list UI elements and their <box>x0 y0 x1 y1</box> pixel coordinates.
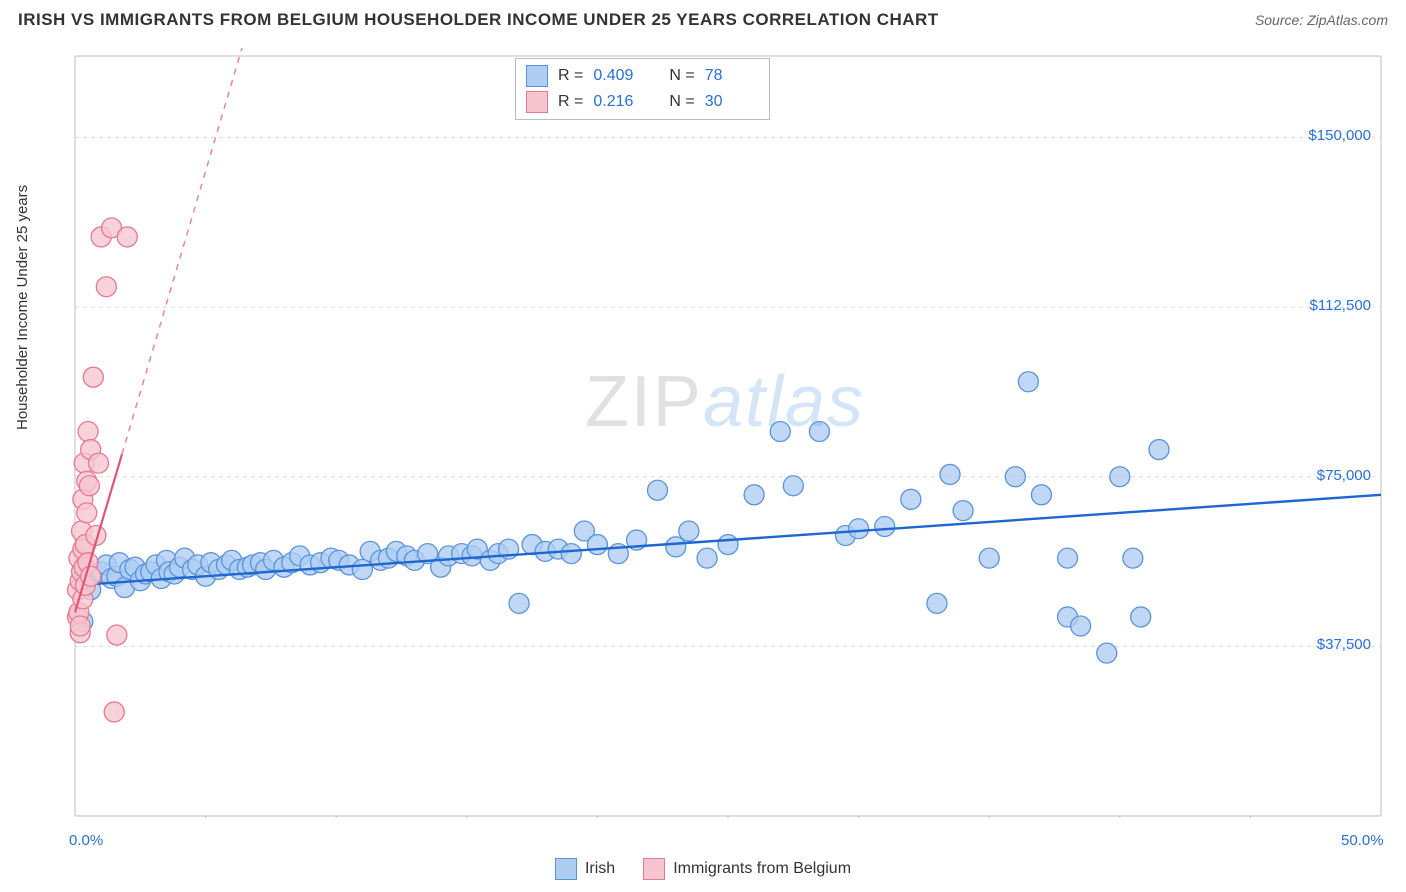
title-bar: IRISH VS IMMIGRANTS FROM BELGIUM HOUSEHO… <box>0 0 1406 36</box>
correlation-legend: R = 0.409 N = 78 R = 0.216 N = 30 <box>515 58 770 120</box>
legend-row: R = 0.216 N = 30 <box>526 89 759 115</box>
legend-swatch <box>555 858 577 880</box>
y-axis-label: Householder Income Under 25 years <box>14 185 31 430</box>
legend-swatch <box>526 65 548 87</box>
n-label: N = <box>669 93 694 111</box>
source-label: Source: ZipAtlas.com <box>1255 12 1388 28</box>
x-tick-label: 50.0% <box>1341 832 1384 849</box>
y-tick-label: $112,500 <box>1310 297 1371 314</box>
n-label: N = <box>669 67 694 85</box>
y-tick-label: $37,500 <box>1317 636 1371 653</box>
r-value: 0.216 <box>593 93 647 111</box>
legend-label: Irish <box>585 860 615 878</box>
legend-swatch <box>643 858 665 880</box>
legend-row: R = 0.409 N = 78 <box>526 63 759 89</box>
legend-item: Irish <box>555 858 615 880</box>
scatter-chart <box>55 48 1395 818</box>
legend-label: Immigrants from Belgium <box>673 860 851 878</box>
x-tick-label: 0.0% <box>69 832 103 849</box>
r-value: 0.409 <box>593 67 647 85</box>
legend-swatch <box>526 91 548 113</box>
y-tick-label: $75,000 <box>1317 467 1371 484</box>
r-label: R = <box>558 67 583 85</box>
chart-title: IRISH VS IMMIGRANTS FROM BELGIUM HOUSEHO… <box>18 10 939 30</box>
series-legend: Irish Immigrants from Belgium <box>0 858 1406 880</box>
n-value: 30 <box>705 93 759 111</box>
n-value: 78 <box>705 67 759 85</box>
y-tick-label: $150,000 <box>1308 127 1371 144</box>
legend-item: Immigrants from Belgium <box>643 858 851 880</box>
plot-area: ZIPatlas R =0.409N =78R =0.216N =30 $37,… <box>55 48 1395 818</box>
r-label: R = <box>558 93 583 111</box>
